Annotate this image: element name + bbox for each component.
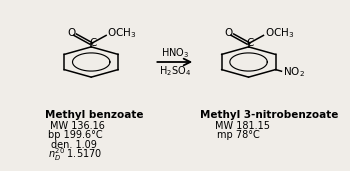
Text: OCH$_3$: OCH$_3$ [107, 27, 136, 41]
Text: mp 78°C: mp 78°C [217, 130, 260, 140]
Text: H$_2$SO$_4$: H$_2$SO$_4$ [159, 64, 191, 78]
Text: bp 199.6°C: bp 199.6°C [48, 130, 103, 140]
Text: Methyl 3-nitrobenzoate: Methyl 3-nitrobenzoate [200, 110, 338, 120]
Text: den. 1.09: den. 1.09 [50, 140, 96, 150]
Text: OCH$_3$: OCH$_3$ [265, 27, 294, 41]
Text: MW 136.16: MW 136.16 [50, 121, 105, 131]
Text: $n_D^{20}$ 1.5170: $n_D^{20}$ 1.5170 [48, 146, 102, 163]
Text: HNO$_3$: HNO$_3$ [161, 46, 189, 60]
Text: MW 181.15: MW 181.15 [215, 121, 270, 131]
Text: O: O [67, 28, 76, 38]
Text: NO$_2$: NO$_2$ [283, 65, 305, 79]
Text: C: C [246, 38, 254, 48]
Text: C: C [89, 38, 97, 48]
Text: O: O [225, 28, 233, 38]
Text: Methyl benzoate: Methyl benzoate [45, 110, 144, 120]
